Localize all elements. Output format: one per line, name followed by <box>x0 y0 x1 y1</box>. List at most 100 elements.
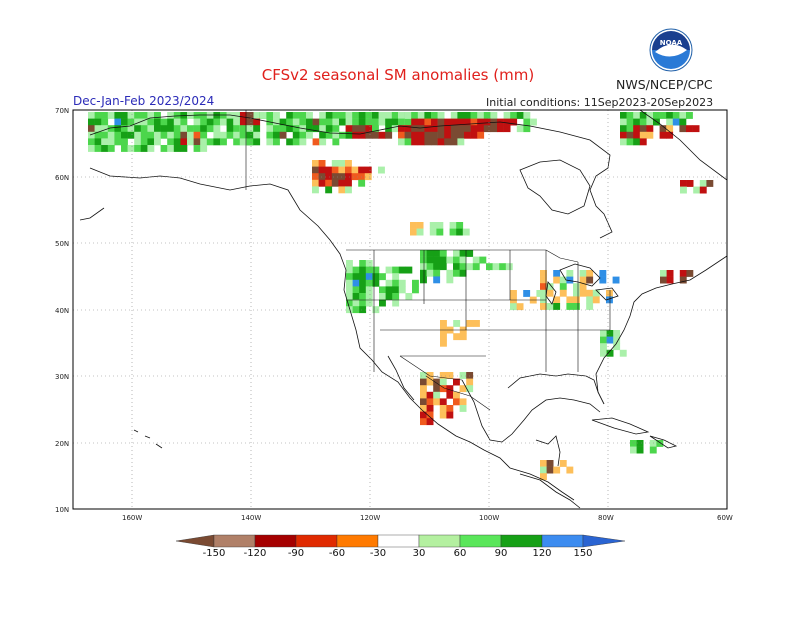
anomaly-cell <box>449 222 457 229</box>
lat-label: 60N <box>55 174 69 182</box>
anomaly-cell <box>160 131 168 139</box>
anomaly-cell <box>392 279 400 287</box>
anomaly-cell <box>299 138 307 146</box>
anomaly-cell <box>167 131 175 139</box>
anomaly-cell <box>127 118 135 126</box>
anomaly-cell <box>646 125 654 133</box>
anomaly-cell <box>121 112 128 119</box>
anomaly-cell <box>94 125 102 133</box>
anomaly-cell <box>213 131 221 139</box>
anomaly-cell <box>147 131 155 139</box>
anomaly-cell <box>459 398 467 406</box>
anomaly-cell <box>365 112 373 119</box>
anomaly-cell <box>359 299 367 307</box>
anomaly-cell <box>420 372 427 379</box>
anomaly-cell <box>114 112 122 119</box>
anomaly-cell <box>446 411 454 419</box>
anomaly-cell <box>338 166 346 174</box>
anomaly-cell <box>612 276 620 284</box>
anomaly-cell <box>639 125 647 133</box>
anomaly-cell <box>379 299 386 307</box>
anomaly-cell <box>372 118 379 126</box>
map-frame <box>72 109 728 510</box>
anomaly-cell <box>332 138 340 146</box>
anomaly-cell <box>429 222 437 229</box>
anomaly-cell <box>426 418 434 426</box>
anomaly-cell <box>606 330 614 337</box>
anomaly-cell <box>292 118 300 126</box>
anomaly-cell <box>470 131 478 139</box>
anomaly-cell <box>510 112 518 119</box>
anomaly-cell <box>456 228 464 236</box>
anomaly-cell <box>351 173 359 181</box>
anomaly-cell <box>213 125 221 133</box>
map-title: CFSv2 seasonal SM anomalies (mm) <box>261 66 535 84</box>
anomaly-cell <box>200 118 208 126</box>
anomaly-cell <box>453 269 460 277</box>
anomaly-cell <box>253 138 261 146</box>
anomaly-cell <box>417 112 425 119</box>
anomaly-cell <box>633 125 641 133</box>
anomaly-cell <box>392 299 400 307</box>
anomaly-cell <box>358 112 366 119</box>
anomaly-cell <box>114 125 122 133</box>
anomaly-cell <box>453 320 461 327</box>
anomaly-cell <box>200 145 208 152</box>
anomaly-cell <box>540 303 547 310</box>
anomaly-cell <box>121 125 128 133</box>
anomaly-cell <box>279 131 287 139</box>
anomaly-cell <box>426 378 434 386</box>
anomaly-cell <box>440 320 447 327</box>
anomaly-cell <box>579 289 587 297</box>
longitude-labels: 160W 140W 120W 100W 80W 60W <box>122 514 733 522</box>
anomaly-cell <box>134 145 142 152</box>
anomaly-cell <box>431 118 438 126</box>
anomaly-cell <box>457 125 465 133</box>
anomaly-cell <box>398 138 405 146</box>
anomaly-cell <box>457 138 465 146</box>
anomaly-cell <box>636 440 644 447</box>
anomaly-cell <box>220 131 227 139</box>
anomaly-cell <box>420 418 427 426</box>
anomaly-cell <box>417 125 425 133</box>
anomaly-cell <box>346 279 353 287</box>
anomaly-cell <box>459 405 467 412</box>
season-label: Dec-Jan-Feb 2023/2024 <box>73 94 215 108</box>
anomaly-cell <box>378 166 385 174</box>
anomaly-cell <box>426 405 434 412</box>
anomaly-cell <box>479 256 487 264</box>
anomaly-cell <box>94 112 102 119</box>
anomaly-cell <box>453 378 460 386</box>
anomaly-cell <box>266 138 274 146</box>
anomaly-cell <box>398 112 405 119</box>
anomaly-cell <box>404 125 412 133</box>
anomaly-cell <box>600 330 607 337</box>
anomaly-cell <box>472 263 480 271</box>
anomaly-cell <box>107 145 115 152</box>
anomaly-cell <box>411 138 419 146</box>
anomaly-cell <box>325 166 333 174</box>
svg-text:NOAA: NOAA <box>660 39 683 47</box>
anomaly-cell <box>473 320 480 327</box>
anomaly-cell <box>586 303 594 310</box>
anomaly-cell <box>246 125 254 133</box>
anomaly-cell <box>213 112 221 119</box>
anomaly-cell <box>679 118 687 126</box>
anomaly-cell <box>352 299 360 307</box>
anomaly-cell <box>312 166 319 174</box>
anomaly-cell <box>420 378 427 386</box>
anomaly-cell <box>429 228 437 236</box>
lon-label: 100W <box>479 514 499 522</box>
anomaly-cell <box>536 290 544 297</box>
anomaly-cell <box>653 118 660 126</box>
anomaly-cell <box>114 118 122 126</box>
anomaly-cell <box>338 186 346 194</box>
anomaly-cell <box>127 131 135 139</box>
anomaly-cell <box>392 273 400 281</box>
anomaly-cell <box>101 112 109 119</box>
anomaly-cell <box>88 125 95 133</box>
anomaly-cell <box>352 279 360 287</box>
anomaly-cell <box>457 112 465 119</box>
anomaly-cell <box>359 273 367 281</box>
anomaly-cell <box>246 118 254 126</box>
